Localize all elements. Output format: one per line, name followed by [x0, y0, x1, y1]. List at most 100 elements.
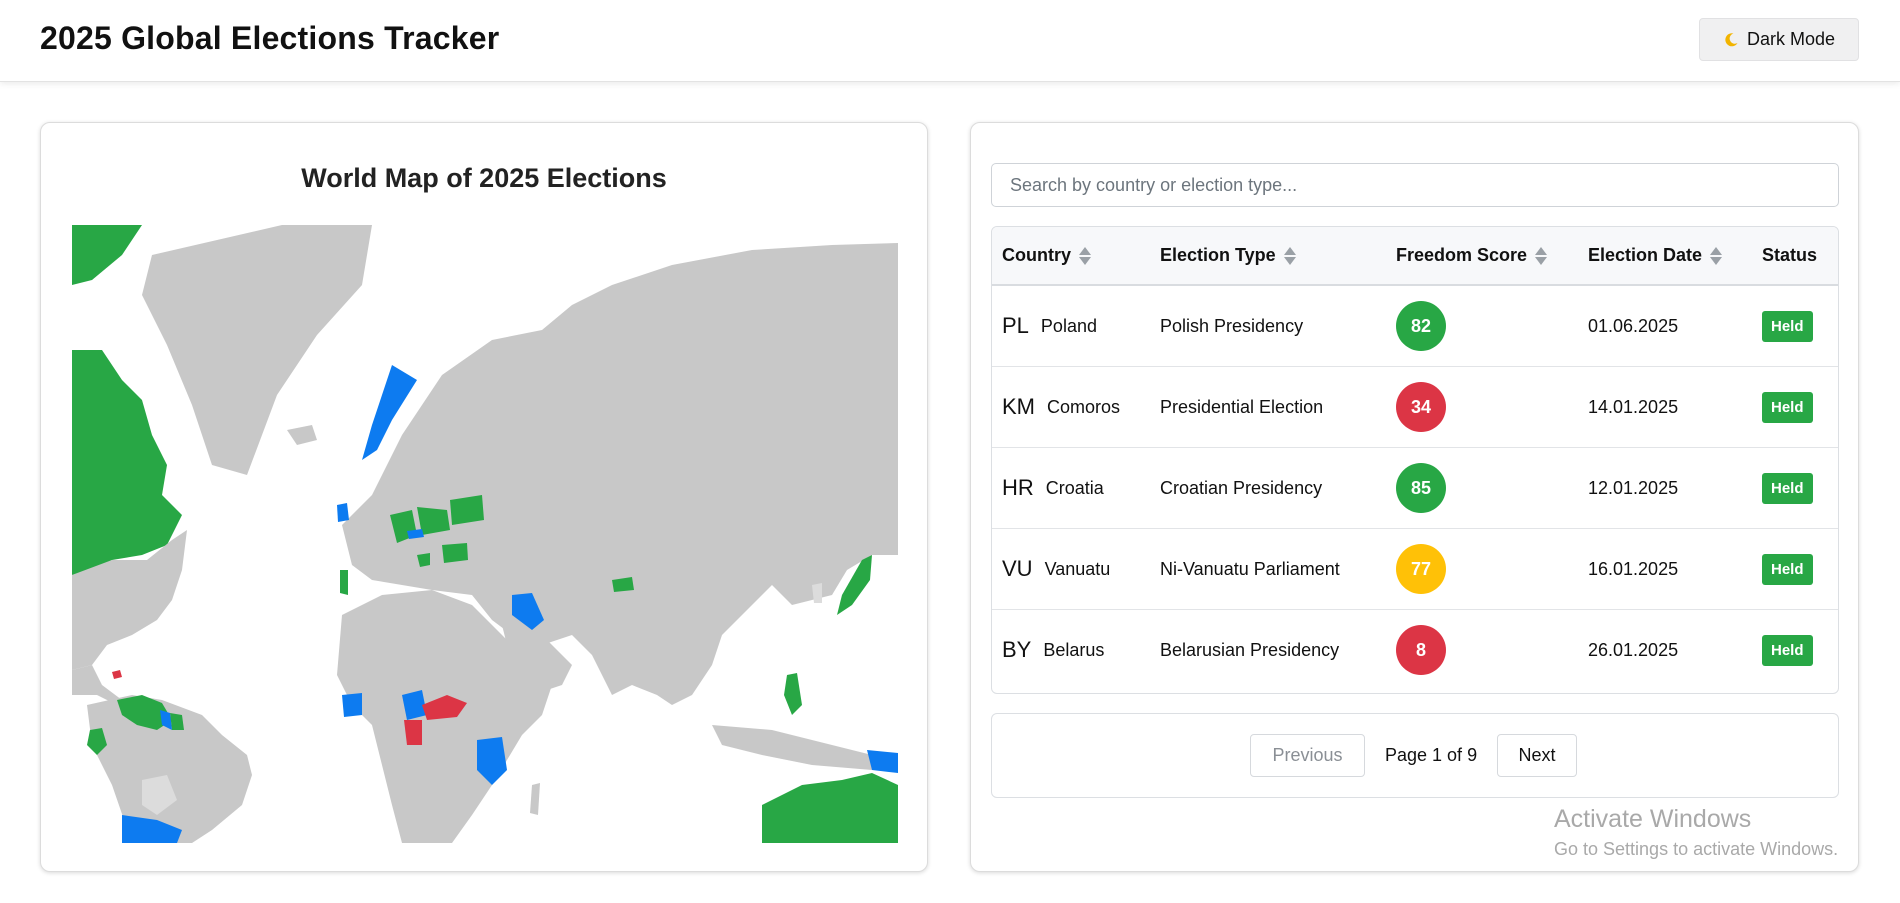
column-header-election-date[interactable]: Election Date — [1588, 227, 1723, 284]
dark-mode-label: Dark Mode — [1746, 29, 1836, 49]
greenland-shape — [142, 225, 372, 475]
country-name: Vanuatu — [1044, 558, 1111, 579]
croatia-shape[interactable] — [417, 553, 430, 567]
status-badge: Held — [1762, 310, 1813, 342]
country-name: Belarus — [1043, 639, 1105, 660]
car-shape[interactable] — [422, 695, 467, 720]
portugal-shape[interactable] — [340, 570, 348, 595]
elections-table-card: Country Election Type Freedom Score Elec… — [970, 122, 1859, 872]
country-code: VU — [1002, 556, 1033, 581]
pagination: Previous Page 1 of 9 Next — [991, 713, 1839, 798]
country-code: HR — [1002, 475, 1034, 500]
tajikistan-shape[interactable] — [612, 577, 634, 592]
philippines-shape[interactable] — [784, 673, 802, 715]
guyana-shape[interactable] — [170, 713, 184, 730]
poland-shape[interactable] — [417, 507, 450, 535]
ecuador-shape[interactable] — [87, 728, 107, 755]
app-title: 2025 Global Elections Tracker — [40, 20, 500, 56]
previous-button[interactable]: Previous — [1250, 734, 1365, 777]
next-button[interactable]: Next — [1497, 734, 1577, 777]
country-code: KM — [1002, 394, 1035, 419]
column-header-election-type[interactable]: Election Type — [1160, 227, 1296, 284]
arabia-shape — [502, 625, 572, 695]
election-type: Presidential Election — [1160, 396, 1324, 417]
world-map-svg — [72, 225, 898, 843]
column-label: Election Type — [1160, 245, 1276, 265]
norway-shape[interactable] — [362, 365, 417, 460]
column-label: Country — [1002, 245, 1071, 265]
nigeria-shape[interactable] — [402, 690, 427, 720]
column-label: Freedom Score — [1396, 245, 1528, 265]
election-date: 14.01.2025 — [1588, 396, 1679, 417]
status-badge: Held — [1762, 391, 1813, 423]
election-type: Croatian Presidency — [1160, 477, 1323, 498]
belarus-shape[interactable] — [450, 495, 484, 525]
election-type: Polish Presidency — [1160, 315, 1304, 336]
moon-icon — [1725, 32, 1738, 46]
central-america-shape — [72, 665, 132, 705]
country-code: BY — [1002, 637, 1032, 662]
table-header: Country Election Type Freedom Score Elec… — [992, 227, 1838, 286]
eurasia-shape — [342, 243, 898, 705]
elections-table: Country Election Type Freedom Score Elec… — [991, 226, 1839, 694]
korea-shape — [812, 583, 822, 603]
map-card: World Map of 2025 Elections — [40, 122, 928, 872]
windows-activation-hint: Go to Settings to activate Windows. — [1554, 839, 1839, 859]
country-name: Croatia — [1045, 477, 1104, 498]
ivory-coast-shape[interactable] — [342, 693, 362, 717]
australia-shape[interactable] — [762, 773, 898, 843]
table-row[interactable]: VU Vanuatu Ni-Vanuatu Parliament 77 16.01… — [992, 529, 1838, 610]
ireland-shape[interactable] — [337, 503, 349, 522]
canada-shape[interactable] — [72, 225, 182, 575]
windows-activation-title: Activate Windows — [1554, 805, 1752, 833]
election-type: Ni-Vanuatu Parliament — [1160, 558, 1340, 579]
sort-icon[interactable] — [1535, 246, 1548, 265]
search-input[interactable] — [991, 163, 1839, 207]
japan-shape[interactable] — [837, 555, 872, 615]
freedom-score-badge: 77 — [1396, 544, 1446, 594]
country-name: Comoros — [1047, 396, 1121, 417]
page-info: Page 1 of 9 — [1385, 745, 1478, 765]
election-date: 26.01.2025 — [1588, 639, 1679, 660]
freedom-score-badge: 85 — [1396, 463, 1446, 513]
status-badge: Held — [1762, 472, 1813, 504]
papua-new-guinea-shape[interactable] — [867, 750, 898, 773]
status-badge: Held — [1762, 634, 1813, 666]
table-row[interactable]: PL Poland Polish Presidency 82 01.06.2025… — [992, 286, 1838, 367]
romania-shape[interactable] — [442, 543, 468, 563]
czech-shape[interactable] — [407, 529, 424, 539]
iceland-shape — [287, 425, 317, 445]
indonesia-shape — [712, 725, 872, 770]
status-badge: Held — [1762, 553, 1813, 585]
sort-icon[interactable] — [1283, 246, 1296, 265]
table-row[interactable]: KM Comoros Presidential Election 34 14.01… — [992, 367, 1838, 448]
sort-icon[interactable] — [1079, 246, 1091, 265]
election-date: 12.01.2025 — [1588, 477, 1679, 498]
chile-shape[interactable] — [122, 815, 182, 843]
south-america-shape — [87, 695, 252, 843]
freedom-score-badge: 82 — [1396, 301, 1446, 351]
freedom-score-badge: 8 — [1396, 625, 1446, 675]
suriname-shape[interactable] — [160, 710, 172, 730]
column-label: Election Date — [1588, 245, 1703, 265]
column-header-country[interactable]: Country — [1002, 227, 1091, 284]
dark-mode-button[interactable]: Dark Mode — [1699, 18, 1859, 61]
dominican-republic-shape[interactable] — [112, 670, 122, 679]
table-row[interactable]: HR Croatia Croatian Presidency 85 12.01.2… — [992, 448, 1838, 529]
usa-shape — [72, 530, 187, 670]
election-date: 16.01.2025 — [1588, 558, 1679, 579]
table-row[interactable]: BY Belarus Belarusian Presidency 8 26.01.… — [992, 610, 1838, 691]
iraq-shape[interactable] — [512, 593, 544, 630]
column-header-freedom-score[interactable]: Freedom Score — [1396, 227, 1548, 284]
venezuela-shape[interactable] — [117, 695, 172, 730]
election-type: Belarusian Presidency — [1160, 639, 1340, 660]
country-code: PL — [1002, 313, 1029, 338]
tanzania-shape[interactable] — [477, 737, 507, 785]
election-date: 01.06.2025 — [1588, 315, 1679, 336]
freedom-score-badge: 34 — [1396, 382, 1446, 432]
top-bar: 2025 Global Elections Tracker Dark Mode — [0, 0, 1900, 82]
world-map[interactable] — [72, 225, 898, 843]
column-label: Status — [1762, 245, 1818, 265]
cameroon-shape[interactable] — [404, 720, 422, 745]
sort-icon[interactable] — [1710, 246, 1723, 265]
